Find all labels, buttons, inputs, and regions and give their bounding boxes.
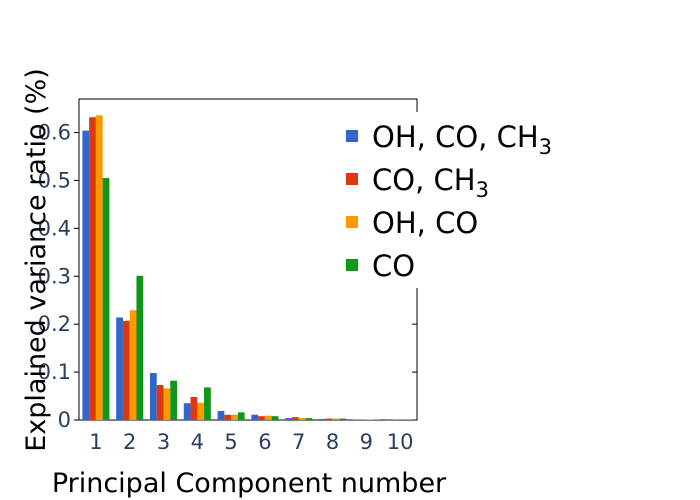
bar [129,310,137,420]
bar [136,275,144,420]
x-tick-label: 5 [224,430,237,454]
legend-label: CO, CH3 [372,163,489,202]
bar [122,320,130,420]
bar [149,373,157,420]
bar [251,414,259,420]
bar [170,380,178,420]
bar [204,387,211,420]
bar [95,115,103,420]
bar [258,416,265,420]
bar [237,412,245,420]
legend-swatch [346,130,358,142]
bar [285,418,292,420]
bar [163,388,171,420]
y-tick-label: 0.5 [38,168,71,192]
legend-label: OH, CO [372,206,478,240]
y-tick-label: 0 [58,408,71,432]
bars [82,115,414,421]
x-tick-label: 9 [360,430,373,454]
y-tick-label: 0.3 [38,264,71,288]
x-tick-label: 3 [157,430,170,454]
x-tick-label: 4 [191,430,204,454]
bar [339,418,347,420]
x-tick-label: 10 [387,430,414,454]
bar [325,418,333,420]
legend-label: OH, CO, CH3 [372,120,552,159]
y-tick-label: 0.6 [38,121,71,145]
legend-swatch [346,216,358,228]
bar [82,130,90,420]
x-tick-label: 1 [89,430,102,454]
legend-swatch [346,173,358,185]
x-axis-title: Principal Component number [52,468,447,499]
y-axis-ticks: 0 0.1 0.2 0.3 0.4 0.5 0.6 [38,121,417,432]
bar [190,397,198,420]
bar [271,416,279,420]
plot-area: 0 0.1 0.2 0.3 0.4 0.5 0.6 1 2 3 4 5 6 7 8 9 10 [38,98,418,454]
bar [305,418,313,420]
bar [264,415,272,420]
legend: OH, CO, CH3 CO, CH3 OH, CO CO [346,120,552,283]
legend-label: CO [372,249,415,283]
bar [102,178,110,420]
y-tick-label: 0.2 [38,312,71,336]
bar [197,402,205,420]
legend-background [335,112,555,288]
bar [318,419,326,420]
y-tick-label: 0.1 [38,360,71,384]
x-tick-label: 6 [258,430,271,454]
legend-swatch [346,259,358,271]
y-tick-label: 0.4 [38,216,71,240]
y-axis-title: Explained variance ratio (%) [21,68,52,452]
bar [156,385,164,420]
bar [89,117,96,421]
x-tick-label: 7 [292,430,305,454]
bar [217,410,225,420]
bar [183,403,191,420]
bar [332,418,340,420]
x-tick-label: 2 [123,430,136,454]
x-tick-label: 8 [326,430,339,454]
bar [116,317,123,420]
x-axis-ticks: 1 2 3 4 5 6 7 8 9 10 [89,430,413,454]
bar [298,418,306,420]
bar [224,414,232,420]
bar [291,417,299,420]
bar [231,414,238,420]
